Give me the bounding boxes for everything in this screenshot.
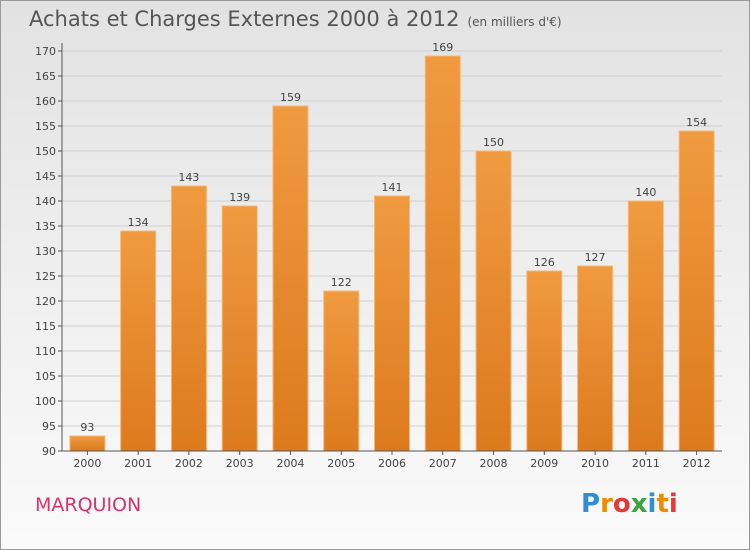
x-tick-label: 2001	[124, 457, 152, 470]
value-label: 150	[483, 136, 504, 149]
bar	[678, 130, 715, 452]
bar	[374, 195, 410, 452]
y-tick-label: 130	[35, 245, 56, 258]
x-tick-label: 2002	[175, 457, 203, 470]
bar	[526, 270, 563, 452]
logo-letter: t	[656, 489, 669, 519]
logo-letter: i	[668, 489, 678, 519]
bars	[69, 55, 715, 452]
bar	[323, 290, 360, 452]
y-tick-label: 125	[35, 270, 56, 283]
axes	[58, 43, 722, 455]
y-tick-label: 155	[35, 120, 56, 133]
value-label: 143	[178, 171, 199, 184]
y-tick-label: 160	[35, 95, 56, 108]
chart-subtitle: (en milliers d'€)	[467, 15, 562, 29]
logo-letter: o	[612, 489, 631, 519]
y-tick-label: 170	[35, 45, 56, 58]
x-tick-label: 2008	[480, 457, 508, 470]
value-label: 93	[80, 421, 94, 434]
logo-letter: r	[600, 489, 613, 519]
y-tick-label: 115	[35, 320, 56, 333]
x-tick-label: 2011	[632, 457, 660, 470]
commune-name: MARQUION	[35, 494, 142, 516]
value-label: 154	[686, 116, 707, 129]
y-tick-label: 110	[35, 345, 56, 358]
y-tick-label: 165	[35, 70, 56, 83]
bar	[424, 55, 461, 452]
chart-title: Achats et Charges Externes 2000 à 2012 (e…	[29, 7, 562, 31]
value-label: 126	[534, 256, 555, 269]
value-label: 141	[382, 181, 403, 194]
x-tick-label: 2007	[429, 457, 457, 470]
value-label: 140	[635, 186, 656, 199]
y-tick-label: 100	[35, 395, 56, 408]
value-label: 169	[432, 41, 453, 54]
logo-letter: i	[647, 489, 657, 519]
value-label: 139	[229, 191, 250, 204]
x-tick-label: 2005	[327, 457, 355, 470]
x-tick-label: 2000	[73, 457, 101, 470]
y-tick-label: 120	[35, 295, 56, 308]
y-tick-label: 145	[35, 170, 56, 183]
x-tick-label: 2012	[683, 457, 711, 470]
bar	[221, 205, 258, 452]
labels: 90 95 100 105 110 115 120 125 130 135 140 145 150 155…	[35, 41, 711, 470]
bar	[69, 435, 106, 452]
bar	[120, 230, 157, 452]
value-label: 134	[128, 216, 149, 229]
x-tick-label: 2004	[276, 457, 304, 470]
bar	[272, 105, 309, 452]
y-tick-label: 105	[35, 370, 56, 383]
value-label: 122	[331, 276, 352, 289]
bar	[577, 265, 614, 452]
x-tick-label: 2009	[530, 457, 558, 470]
bar	[475, 150, 512, 452]
value-label: 127	[585, 251, 606, 264]
chart-title-text: Achats et Charges Externes 2000 à 2012	[29, 7, 460, 31]
y-tick-label: 140	[35, 195, 56, 208]
x-tick-label: 2010	[581, 457, 609, 470]
value-label: 159	[280, 91, 301, 104]
bar	[627, 200, 664, 452]
logo-letter: x	[630, 489, 648, 519]
y-tick-label: 150	[35, 145, 56, 158]
x-tick-label: 2006	[378, 457, 406, 470]
y-tick-label: 135	[35, 220, 56, 233]
proxiti-logo: Proxiti	[581, 489, 678, 519]
bar	[170, 185, 207, 452]
y-tick-label: 95	[42, 420, 56, 433]
logo-letter: P	[581, 489, 601, 519]
y-tick-label: 90	[42, 445, 56, 458]
x-tick-label: 2003	[226, 457, 254, 470]
